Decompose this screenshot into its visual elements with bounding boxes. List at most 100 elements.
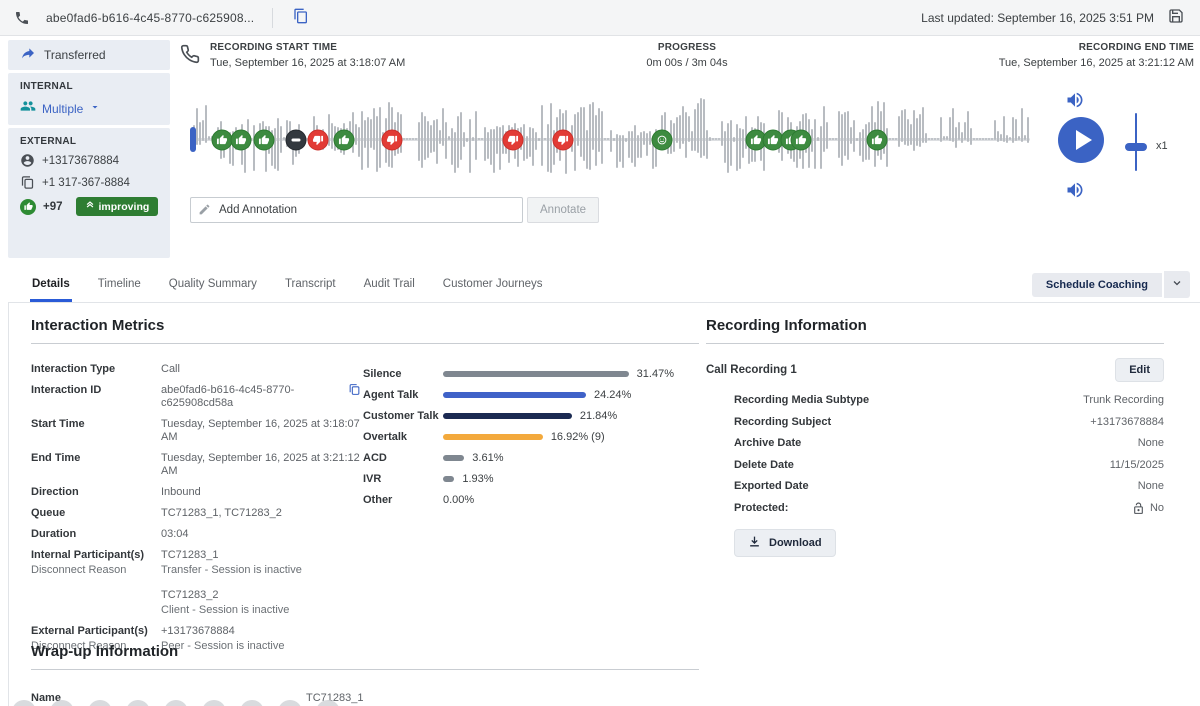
field-end-time: End Time Tuesday, September 16, 2025 at 3… xyxy=(31,452,360,477)
field-internal-participant-s: Internal Participant(s) Disconnect Reason… xyxy=(31,549,302,616)
field-external-participant-s: External Participant(s) Disconnect Reason… xyxy=(31,625,285,652)
details-panel: Interaction Metrics Interaction Type Call… xyxy=(8,302,1200,706)
playback-controls: x1 xyxy=(1040,85,1200,215)
transfer-arrow-icon xyxy=(20,45,36,66)
annotation-marker-smiley[interactable] xyxy=(651,129,673,151)
annotation-marker-thumb-up[interactable] xyxy=(762,129,784,151)
interaction-fields: Interaction Type Call Interaction ID abe0fa… xyxy=(31,363,361,661)
cutoff-icon xyxy=(202,700,226,706)
external-heading: EXTERNAL xyxy=(20,136,77,147)
cutoff-icon xyxy=(50,700,74,706)
schedule-coaching-button[interactable]: Schedule Coaching xyxy=(1031,272,1162,297)
annotation-marker-thumb-down[interactable] xyxy=(552,129,574,151)
metric-other: Other 0.00% xyxy=(363,493,475,506)
speed-slider-handle[interactable] xyxy=(1125,143,1147,151)
metric-bar xyxy=(443,370,629,377)
cutoff-icon xyxy=(88,700,112,706)
cutoff-icon xyxy=(126,700,150,706)
copy-icon xyxy=(293,8,309,27)
tab-details[interactable]: Details xyxy=(30,272,72,302)
annotation-marker-thumb-up[interactable] xyxy=(230,129,252,151)
wrapup-information-section: Wrap-up Information Name TC71283_1 xyxy=(31,643,699,704)
field-queue: Queue TC71283_1, TC71283_2 xyxy=(31,507,282,519)
edit-button[interactable]: Edit xyxy=(1115,358,1164,382)
internal-multiple-dropdown[interactable]: Multiple xyxy=(20,98,158,119)
play-icon xyxy=(1075,130,1092,150)
volume-up-button[interactable] xyxy=(1063,88,1087,115)
annotation-row: Annotate xyxy=(190,197,600,223)
recording-title: Call Recording 1 xyxy=(706,364,797,376)
waveform[interactable] xyxy=(190,90,1030,190)
recording-end-value: Tue, September 16, 2025 at 3:21:12 AM xyxy=(998,57,1194,69)
progress-value: 0m 00s / 3m 04s xyxy=(646,57,728,69)
annotation-marker-thumb-up[interactable] xyxy=(333,129,355,151)
recording-start-label: RECORDING START TIME xyxy=(210,42,338,53)
recording-field-protected: Protected: No xyxy=(734,501,1164,515)
progress-label: PROGRESS xyxy=(657,42,717,53)
metric-silence: Silence 31.47% xyxy=(363,367,674,380)
internal-participants-box: INTERNAL Multiple xyxy=(8,73,170,125)
annotation-marker-thumb-up[interactable] xyxy=(253,129,275,151)
annotation-marker-thumb-up[interactable] xyxy=(790,129,812,151)
cutoff-icon xyxy=(12,700,36,706)
transferred-badge: Transferred xyxy=(8,40,170,70)
recording-field-archive-date: Archive Date None xyxy=(734,437,1164,449)
metric-customer-talk: Customer Talk 21.84% xyxy=(363,409,618,422)
annotation-marker-thumb-up[interactable] xyxy=(866,129,888,151)
annotate-button[interactable]: Annotate xyxy=(527,197,600,223)
double-chevron-up-icon xyxy=(85,200,95,213)
tab-customer-journeys[interactable]: Customer Journeys xyxy=(441,272,545,302)
annotation-marker-pause[interactable] xyxy=(285,129,307,151)
top-bar: abe0fad6-b616-4c45-8770-c625908... Last … xyxy=(0,0,1200,36)
recording-field-recording-media-subtype: Recording Media Subtype Trunk Recording xyxy=(734,394,1164,406)
external-phone-1: +13173678884 xyxy=(42,154,120,167)
schedule-coaching-caret-button[interactable] xyxy=(1164,271,1190,298)
cutoff-icon xyxy=(164,700,188,706)
wrapup-name-label: Name xyxy=(31,692,61,704)
annotation-marker-thumb-down[interactable] xyxy=(307,129,329,151)
external-phone-2: +1 317-367-8884 xyxy=(42,176,130,189)
volume-down-button[interactable] xyxy=(1063,178,1087,205)
pencil-icon xyxy=(198,203,211,221)
play-button[interactable] xyxy=(1058,117,1104,163)
metric-bar xyxy=(443,412,572,419)
speed-slider-track[interactable] xyxy=(1135,113,1137,171)
copy-icon[interactable] xyxy=(348,383,361,396)
annotation-marker-thumb-down[interactable] xyxy=(502,129,524,151)
tab-quality-summary[interactable]: Quality Summary xyxy=(167,272,259,302)
handset-icon xyxy=(180,44,200,69)
annotation-marker-thumb-down[interactable] xyxy=(381,129,403,151)
external-participants-box: EXTERNAL +13173678884 +1 317-367-8884 +9… xyxy=(8,128,170,258)
speed-label: x1 xyxy=(1156,140,1168,152)
tab-audit-trail[interactable]: Audit Trail xyxy=(362,272,417,302)
sentiment-icon xyxy=(20,198,36,215)
field-interaction-id: Interaction ID abe0fad6-b616-4c45-8770-c6… xyxy=(31,384,361,410)
tab-transcript[interactable]: Transcript xyxy=(283,272,338,302)
lock-open-icon xyxy=(1132,502,1145,515)
sentiment-trend-badge: improving xyxy=(75,197,159,216)
volume-icon xyxy=(1065,90,1085,113)
field-direction: Direction Inbound xyxy=(31,486,201,498)
recording-end-label: RECORDING END TIME xyxy=(1078,42,1194,53)
tab-timeline[interactable]: Timeline xyxy=(96,272,143,302)
save-button[interactable] xyxy=(1166,6,1186,29)
download-icon xyxy=(748,535,761,551)
recording-start-value: Tue, September 16, 2025 at 3:18:07 AM xyxy=(210,57,406,69)
add-annotation-input[interactable] xyxy=(190,197,523,223)
sentiment-score: +97 xyxy=(43,200,63,213)
metric-bar xyxy=(443,454,465,461)
save-icon xyxy=(1168,8,1184,27)
download-button[interactable]: Download xyxy=(734,529,836,557)
metric-bar xyxy=(443,433,543,440)
recording-field-delete-date: Delete Date 11/15/2025 xyxy=(734,458,1164,471)
phone-icon xyxy=(14,10,30,26)
recording-information-heading: Recording Information xyxy=(706,317,1164,344)
playhead[interactable] xyxy=(190,127,196,152)
cutoff-icon xyxy=(240,700,264,706)
wrapup-heading: Wrap-up Information xyxy=(31,643,699,670)
player-header: RECORDING START TIME Tue, September 16, … xyxy=(180,42,1194,69)
field-duration: Duration 03:04 xyxy=(31,528,189,540)
copy-interaction-id-button[interactable] xyxy=(291,6,311,29)
annotation-marker-thumb-up[interactable] xyxy=(211,129,233,151)
metric-acd: ACD 3.61% xyxy=(363,451,504,464)
